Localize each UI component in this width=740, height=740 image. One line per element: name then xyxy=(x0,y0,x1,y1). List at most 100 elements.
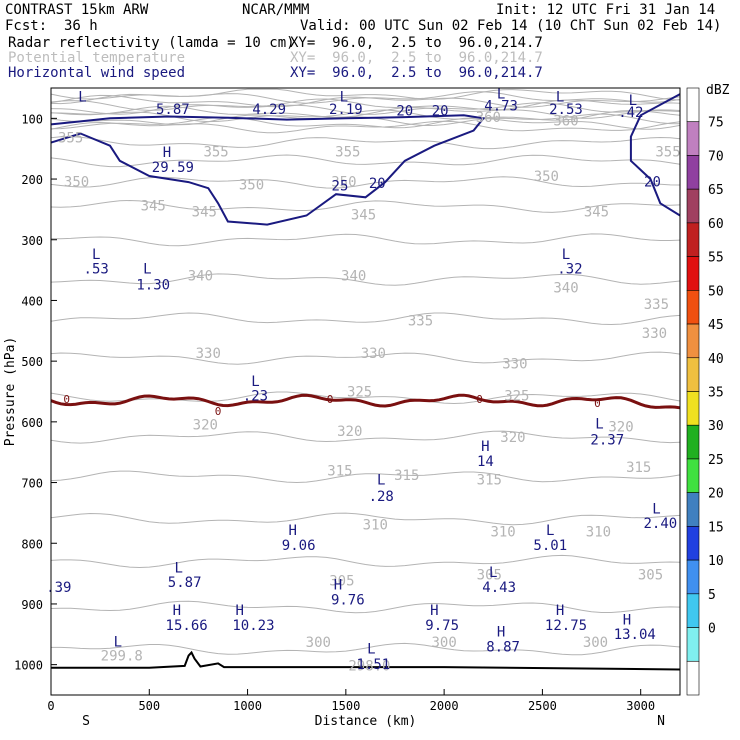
theta-label: 330 xyxy=(642,326,667,342)
theta-label: 335 xyxy=(644,297,669,313)
extremum-mark: L xyxy=(546,523,554,539)
extremum-mark: L xyxy=(629,93,637,109)
x-tick-label: 1500 xyxy=(331,699,360,713)
theta-label: 320 xyxy=(193,418,218,434)
theta-label: 330 xyxy=(196,346,221,362)
theta-label: 320 xyxy=(608,420,633,436)
freezing-mark: 0 xyxy=(594,397,601,410)
x-tick-label: 2000 xyxy=(430,699,459,713)
theta-isentrope xyxy=(50,176,681,189)
colorbar-label: 0 xyxy=(708,622,716,637)
wind-speed-value: 4.29 xyxy=(252,102,286,118)
wind-speed-value: 14 xyxy=(477,454,494,470)
wind-speed-value: 2.53 xyxy=(549,102,583,118)
colorbar-swatch xyxy=(686,87,700,123)
theta-isentrope xyxy=(50,554,681,569)
freezing-mark: 0 xyxy=(327,393,334,406)
field-wind: Horizontal wind speed xyxy=(8,65,186,81)
wind-speed-value: .53 xyxy=(84,262,109,278)
theta-label: 298.0 xyxy=(348,659,390,675)
contour-labels: 360 360 355 355 355 355 350 350 350 350 345 345 345 3… xyxy=(46,86,680,674)
terrain-surface xyxy=(51,650,681,671)
y-tick-label: 500 xyxy=(21,355,43,369)
colorbar-label: 5 xyxy=(708,588,716,603)
theta-label: 350 xyxy=(239,177,264,193)
theta-isentrope xyxy=(50,105,681,119)
wind-speed-value: 8.87 xyxy=(486,639,520,655)
freezing-mark: 0 xyxy=(476,393,483,406)
wind-speed-value: 5.87 xyxy=(156,102,190,118)
extremum-mark: L xyxy=(78,89,86,105)
wind-isotach xyxy=(50,114,486,226)
colorbar-label: 45 xyxy=(708,318,724,333)
colorbar-swatch xyxy=(686,323,700,359)
extremum-mark: L xyxy=(377,472,385,488)
wind-speed-value: 15.66 xyxy=(166,618,208,634)
wind-speed-value: 1.51 xyxy=(357,657,391,673)
colorbar-label: 20 xyxy=(708,487,724,502)
colorbar-swatch xyxy=(686,391,700,426)
colorbar-swatch xyxy=(686,188,700,224)
theta-isentrope xyxy=(50,312,681,326)
x-tick-label: 500 xyxy=(138,699,160,713)
terrain xyxy=(51,650,681,671)
wind-speed-value: 1.30 xyxy=(136,278,170,294)
extremum-mark: H xyxy=(334,577,342,593)
theta-isentrope xyxy=(50,430,681,444)
wind-speed-value: 2.37 xyxy=(590,432,624,448)
theta-isentrope xyxy=(50,391,681,405)
theta-label: 325 xyxy=(504,389,529,405)
theta-label: 300 xyxy=(583,635,608,651)
theta-isentrope xyxy=(50,109,681,123)
y-tick-label: 1000 xyxy=(14,659,43,673)
y-tick-label: 300 xyxy=(21,234,43,248)
theta-isentrope xyxy=(50,199,681,213)
extremum-mark: H xyxy=(235,603,243,619)
colorbar-swatch xyxy=(686,121,700,156)
wind-speed-value: 4.43 xyxy=(482,580,516,596)
wind-speed-value: 29.59 xyxy=(152,160,194,176)
colorbar-label: 15 xyxy=(708,520,724,535)
wind-contour-label: 20 xyxy=(432,103,449,119)
init-time: Init: 12 UTC Fri 31 Jan 14 xyxy=(496,2,716,18)
field-wind-xy: XY= 96.0, 2.5 to 96.0,214.7 xyxy=(290,65,543,81)
extremum-mark: L xyxy=(92,247,100,263)
wind-isotach xyxy=(629,93,681,217)
x-tick-label: 1000 xyxy=(233,699,262,713)
colorbar-swatch xyxy=(686,660,700,696)
y-tick-label: 100 xyxy=(21,112,43,126)
theta-label: 355 xyxy=(335,145,360,161)
theta-label: 305 xyxy=(477,568,502,584)
theta-label: 335 xyxy=(408,313,433,329)
theta-label: 315 xyxy=(626,460,651,476)
theta-label: 300 xyxy=(431,635,456,651)
wind-speed-value: 4.73 xyxy=(484,98,518,114)
wind-speed-value: 9.75 xyxy=(425,618,459,634)
theta-label: 330 xyxy=(502,356,527,372)
extremum-mark: H xyxy=(497,625,505,641)
extremum-mark: L xyxy=(562,247,570,263)
x-tick-label: 0 xyxy=(47,699,54,713)
y-tick-label: 700 xyxy=(21,477,43,491)
extremum-mark: L xyxy=(595,417,603,433)
field-reflectivity: Radar reflectivity (lamda = 10 cm) xyxy=(8,35,295,51)
colorbar-label: 70 xyxy=(708,149,724,164)
wind-speed-value: .23 xyxy=(243,389,268,405)
theta-label: 325 xyxy=(347,384,372,400)
theta-label: 340 xyxy=(341,268,366,284)
wind-speed-value: 12.75 xyxy=(545,618,587,634)
theta-label: 305 xyxy=(638,568,663,584)
theta-label: 340 xyxy=(188,268,213,284)
forecast-label: Fcst: xyxy=(5,18,48,34)
theta-label: 350 xyxy=(64,174,89,190)
theta-label: 345 xyxy=(192,205,217,221)
wind-speed-value: .28 xyxy=(369,489,394,505)
theta-isentrope xyxy=(50,233,681,247)
x-tick-label: 2500 xyxy=(528,699,557,713)
colorbar-label: 75 xyxy=(708,116,724,131)
y-tick-label: 800 xyxy=(21,537,43,551)
extremum-mark: L xyxy=(251,374,259,390)
theta-label: 310 xyxy=(363,517,388,533)
